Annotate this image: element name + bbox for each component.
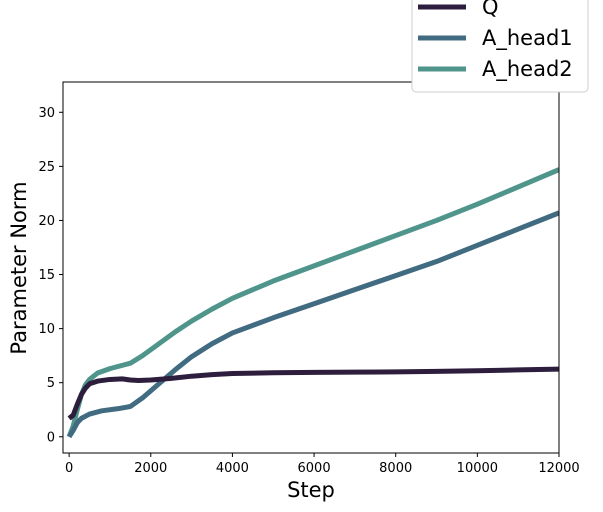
ticks-layer: 0 2000 4000 6000 8000 10000 12000 0 5 10 15 20 25 30: [38, 106, 579, 476]
y-tick-label: 5: [47, 376, 55, 391]
x-tick-label: 2000: [134, 461, 167, 476]
y-tick-label: 10: [38, 322, 55, 337]
y-tick-label: 0: [47, 430, 55, 445]
legend: Q A_head1 A_head2: [411, 0, 589, 93]
x-tick-label: 4000: [216, 461, 249, 476]
legend-label-a-head2: A_head2: [482, 57, 573, 82]
x-axis-title: Step: [287, 478, 335, 502]
series-line-a-head1: [67, 210, 559, 439]
x-tick-label: 12000: [538, 461, 579, 476]
legend-label-q: Q: [482, 0, 499, 19]
y-tick-label: 15: [38, 268, 55, 283]
legend-label-a-head1: A_head1: [482, 26, 573, 51]
y-tick-label: 20: [38, 214, 55, 229]
x-tick-label: 10000: [457, 461, 498, 476]
y-tick-label: 30: [38, 106, 55, 121]
series-layer: [66, 167, 559, 439]
y-axis-title: Parameter Norm: [7, 181, 31, 354]
plot-frame: [62, 81, 560, 454]
x-tick-label: 6000: [298, 461, 331, 476]
y-tick-label: 25: [38, 160, 55, 175]
series-line-q: [67, 366, 559, 421]
x-tick-label: 8000: [379, 461, 412, 476]
x-tick-label: 0: [65, 461, 73, 476]
legend-items: Q A_head1 A_head2: [418, 0, 573, 82]
